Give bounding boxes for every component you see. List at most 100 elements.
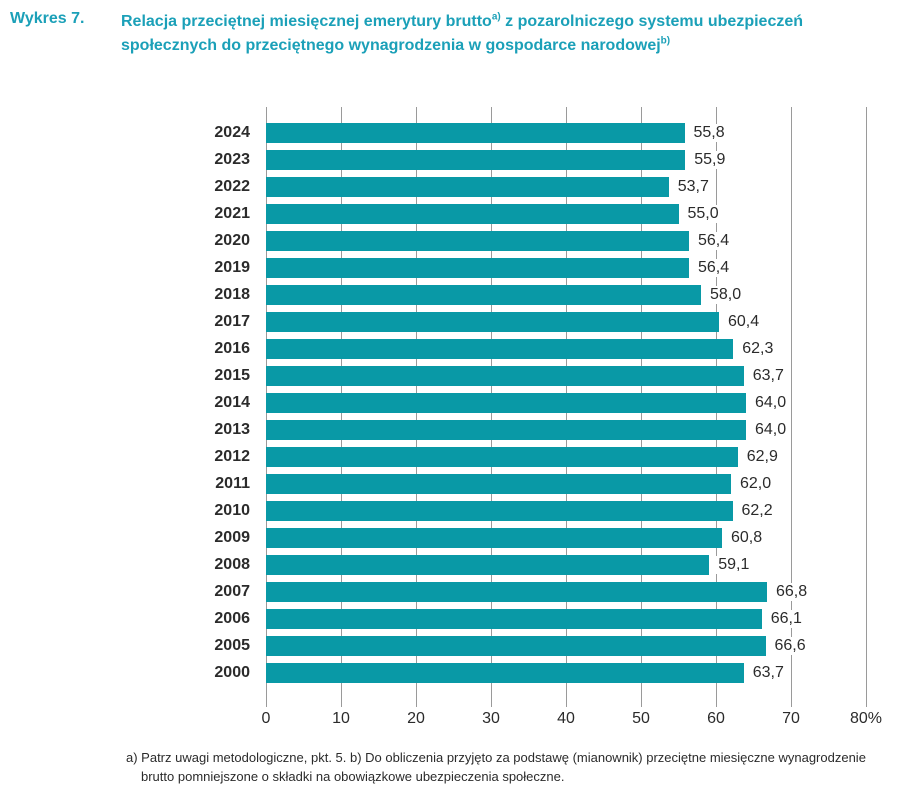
bar-row-2013: 2013 64,0 (214, 416, 866, 443)
value-label: 62,2 (739, 501, 775, 520)
bar-2017 (266, 311, 719, 332)
bar-2009 (266, 527, 722, 548)
bar-row-2023: 2023 55,9 (214, 146, 866, 173)
footnote-line1: a) Patrz uwagi metodologiczne, pkt. 5. b… (126, 750, 866, 765)
bar-2019 (266, 257, 689, 278)
value-label: 53,7 (675, 177, 711, 196)
year-label: 2007 (214, 582, 250, 600)
year-label: 2023 (214, 150, 250, 168)
x-tick-label: 70 (782, 710, 800, 727)
gridline (790, 107, 792, 707)
bar-row-2022: 2022 53,7 (214, 173, 866, 200)
footnote-line2: brutto pomniejszone o składki na obowiąz… (141, 769, 565, 784)
bar-2020 (266, 230, 689, 251)
year-label: 2021 (214, 204, 250, 222)
x-tick-label: 40 (557, 710, 575, 727)
bar-row-2011: 2011 62,0 (215, 470, 866, 497)
value-label: 66,6 (772, 636, 808, 655)
value-label: 55,8 (691, 123, 727, 142)
year-label: 2011 (215, 474, 250, 492)
value-label: 66,1 (768, 609, 804, 628)
title-text-1: Relacja przeciętnej miesięcznej emerytur… (121, 13, 492, 30)
year-label: 2009 (214, 528, 250, 546)
x-axis: 0 10 20 30 40 50 60 70 80% (262, 710, 882, 730)
year-label: 2006 (214, 609, 250, 627)
title-text-3: społecznych do przeciętnego wynagrodzeni… (121, 37, 661, 54)
gridline (865, 107, 867, 707)
year-label: 2022 (214, 177, 250, 195)
footnote: a) Patrz uwagi metodologiczne, pkt. 5. b… (126, 748, 910, 786)
year-label: 2008 (214, 555, 250, 573)
bar-2014 (266, 392, 746, 413)
bar-2007 (266, 581, 767, 602)
year-label: 2012 (214, 447, 250, 465)
bar-chart: 2024 55,8 2023 55,9 2022 53,7 2021 55,0 2020 56,4… (214, 107, 867, 707)
year-label: 2014 (214, 393, 250, 411)
value-label: 62,3 (740, 339, 776, 358)
value-label: 66,8 (774, 582, 810, 601)
value-label: 55,9 (692, 150, 728, 169)
bar-2022 (266, 176, 669, 197)
year-label: 2020 (214, 231, 250, 249)
bar-row-2015: 2015 63,7 (214, 362, 866, 389)
bar-2011 (266, 473, 731, 494)
year-label: 2005 (214, 636, 250, 654)
value-label: 62,0 (738, 474, 774, 493)
x-tick-label: 50 (632, 710, 650, 727)
bar-2021 (266, 203, 679, 224)
bar-row-2021: 2021 55,0 (214, 200, 866, 227)
year-label: 2010 (214, 501, 250, 519)
bar-row-2017: 2017 60,4 (214, 308, 866, 335)
bar-2024 (266, 122, 685, 143)
bar-2005 (266, 635, 766, 656)
bar-2023 (266, 149, 686, 170)
year-label: 2000 (214, 663, 250, 681)
x-tick-label: 30 (482, 710, 500, 727)
year-label: 2019 (214, 258, 250, 276)
x-tick-label: 0 (261, 710, 271, 727)
value-label: 59,1 (716, 555, 752, 574)
bar-row-2008: 2008 59,1 (214, 551, 866, 578)
bar-2013 (266, 419, 746, 440)
year-label: 2015 (214, 366, 250, 384)
value-label: 60,4 (726, 312, 762, 331)
bar-2016 (266, 338, 734, 359)
bar-2006 (266, 608, 762, 629)
bar-row-2024: 2024 55,8 (214, 119, 866, 146)
x-tick-label: 10 (332, 710, 350, 727)
bar-2000 (266, 662, 744, 683)
year-label: 2024 (214, 123, 250, 141)
bar-2010 (266, 500, 733, 521)
value-label: 64,0 (753, 393, 789, 412)
year-label: 2017 (214, 312, 250, 330)
superscript-b: b) (660, 35, 671, 47)
figure-title: Relacja przeciętnej miesięcznej emerytur… (121, 10, 803, 58)
x-tick-label: 20 (407, 710, 425, 727)
figure-label: Wykres 7. (10, 10, 85, 27)
bar-row-2007: 2007 66,8 (214, 578, 866, 605)
value-label: 60,8 (729, 528, 765, 547)
bar-row-2006: 2006 66,1 (214, 605, 866, 632)
year-label: 2018 (214, 285, 250, 303)
bar-row-2010: 2010 62,2 (214, 497, 866, 524)
value-label: 63,7 (750, 663, 786, 682)
superscript-a: a) (491, 11, 501, 23)
bar-row-2019: 2019 56,4 (214, 254, 866, 281)
bar-2018 (266, 284, 701, 305)
bar-row-2016: 2016 62,3 (214, 335, 866, 362)
figure-title-line1: Relacja przeciętnej miesięcznej emerytur… (121, 10, 803, 34)
x-tick-label: 60 (707, 710, 725, 727)
value-label: 56,4 (696, 258, 732, 277)
value-label: 58,0 (708, 285, 744, 304)
value-label: 62,9 (744, 447, 780, 466)
figure-title-line2: społecznych do przeciętnego wynagrodzeni… (121, 34, 803, 58)
bar-row-2018: 2018 58,0 (214, 281, 866, 308)
bar-2008 (266, 554, 710, 575)
value-label: 64,0 (753, 420, 789, 439)
bar-row-2014: 2014 64,0 (214, 389, 866, 416)
value-label: 55,0 (685, 204, 721, 223)
bar-row-2020: 2020 56,4 (214, 227, 866, 254)
title-text-2: z pozarolniczego systemu ubezpieczeń (500, 13, 804, 30)
bar-row-2005: 2005 66,6 (214, 632, 866, 659)
